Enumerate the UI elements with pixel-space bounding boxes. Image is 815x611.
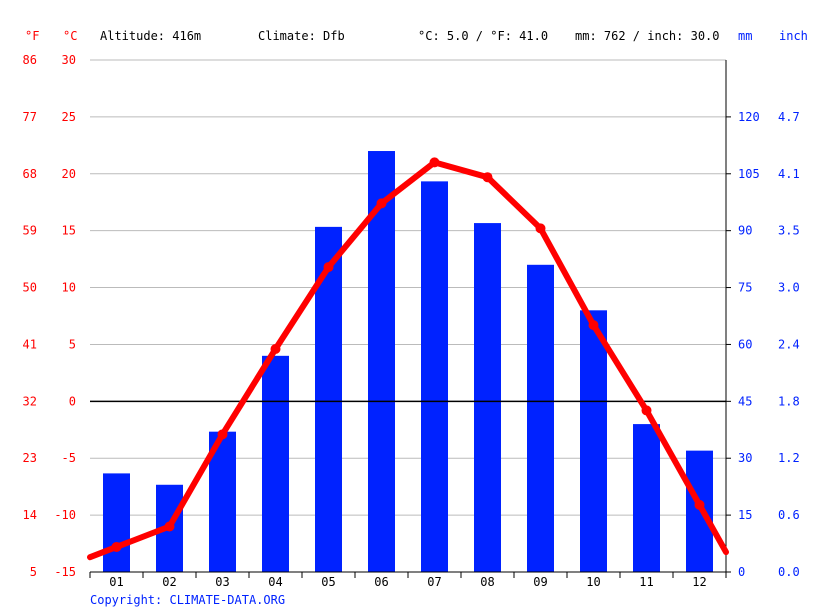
inch-tick-label: 0.0 (778, 565, 800, 579)
precipitation-bar (103, 473, 130, 572)
fahrenheit-tick-label: 5 (30, 565, 37, 579)
month-tick-label: 06 (374, 575, 388, 589)
inch-tick-label: 4.1 (778, 167, 800, 181)
mm-unit-label: mm (738, 29, 752, 43)
precipitation-bar (421, 181, 448, 572)
temperature-point (694, 499, 705, 510)
celsius-tick-label: 25 (62, 110, 76, 124)
month-tick-label: 02 (162, 575, 176, 589)
celsius-tick-label: -15 (54, 565, 76, 579)
temperature-series-line (87, 159, 729, 561)
temperature-point (429, 157, 440, 168)
fahrenheit-tick-label: 77 (23, 110, 37, 124)
temperature-point (111, 541, 122, 552)
precipitation-bar (633, 424, 660, 572)
month-tick-label: 08 (480, 575, 494, 589)
fahrenheit-tick-label: 32 (23, 394, 37, 408)
precipitation-bar (262, 355, 289, 572)
month-tick-label: 07 (427, 575, 441, 589)
celsius-tick-label: 0 (69, 394, 76, 408)
fahrenheit-tick-label: 59 (23, 224, 37, 238)
precipitation-bars (103, 151, 713, 572)
mm-tick-label: 45 (738, 394, 752, 408)
precipitation-bar (474, 223, 501, 572)
precipitation-bar (527, 264, 554, 572)
celsius-tick-label: 5 (69, 337, 76, 351)
inch-tick-label: 3.5 (778, 224, 800, 238)
inch-tick-label: 4.7 (778, 110, 800, 124)
fahrenheit-tick-label: 14 (23, 508, 37, 522)
mm-tick-label: 105 (738, 167, 760, 181)
mm-tick-label: 15 (738, 508, 752, 522)
inch-tick-label: 0.6 (778, 508, 800, 522)
temperature-point (217, 429, 228, 440)
celsius-tick-label: -10 (54, 508, 76, 522)
fahrenheit-tick-label: 41 (23, 337, 37, 351)
temperature-point (376, 198, 387, 209)
temperature-point (535, 223, 546, 234)
mm-tick-label: 75 (738, 281, 752, 295)
month-tick-label: 11 (639, 575, 653, 589)
celsius-unit-label: °C (63, 29, 77, 43)
month-tick-label: 10 (586, 575, 600, 589)
fahrenheit-tick-label: 23 (23, 451, 37, 465)
precipitation-bar (580, 310, 607, 572)
precipitation-bar (686, 450, 713, 572)
temperature-point (270, 343, 281, 354)
fahrenheit-tick-label: 86 (23, 53, 37, 67)
fahrenheit-unit-label: °F (25, 29, 39, 43)
temperature-line (87, 157, 729, 561)
month-tick-label: 12 (692, 575, 706, 589)
altitude-text: Altitude: 416m (100, 29, 201, 43)
month-tick-label: 03 (215, 575, 229, 589)
temperature-point (588, 320, 599, 331)
temperature-point (323, 262, 334, 273)
copyright-link[interactable]: Copyright: CLIMATE-DATA.ORG (90, 593, 285, 607)
mm-tick-label: 120 (738, 110, 760, 124)
mm-tick-label: 60 (738, 337, 752, 351)
precipitation-bar (368, 151, 395, 572)
celsius-tick-label: -5 (62, 451, 76, 465)
mm-tick-label: 0 (738, 565, 745, 579)
inch-tick-label: 1.2 (778, 451, 800, 465)
month-tick-label: 04 (268, 575, 282, 589)
celsius-tick-label: 15 (62, 224, 76, 238)
axes (89, 60, 731, 578)
inch-tick-label: 1.8 (778, 394, 800, 408)
inch-tick-label: 3.0 (778, 281, 800, 295)
inch-unit-label: inch (779, 29, 808, 43)
average-temperature-text: °C: 5.0 / °F: 41.0 (418, 29, 548, 43)
month-tick-label: 09 (533, 575, 547, 589)
gridlines (90, 59, 726, 516)
temperature-point (641, 405, 652, 416)
climate-text: Climate: Dfb (258, 29, 345, 43)
inch-tick-label: 2.4 (778, 337, 800, 351)
precipitation-total-text: mm: 762 / inch: 30.0 (575, 29, 720, 43)
temperature-point (482, 172, 493, 183)
fahrenheit-tick-label: 50 (23, 281, 37, 295)
month-tick-label: 05 (321, 575, 335, 589)
mm-tick-label: 30 (738, 451, 752, 465)
celsius-tick-label: 10 (62, 281, 76, 295)
celsius-tick-label: 30 (62, 53, 76, 67)
mm-tick-label: 90 (738, 224, 752, 238)
month-tick-label: 01 (109, 575, 123, 589)
celsius-tick-label: 20 (62, 167, 76, 181)
fahrenheit-tick-label: 68 (23, 167, 37, 181)
temperature-point (164, 521, 175, 532)
